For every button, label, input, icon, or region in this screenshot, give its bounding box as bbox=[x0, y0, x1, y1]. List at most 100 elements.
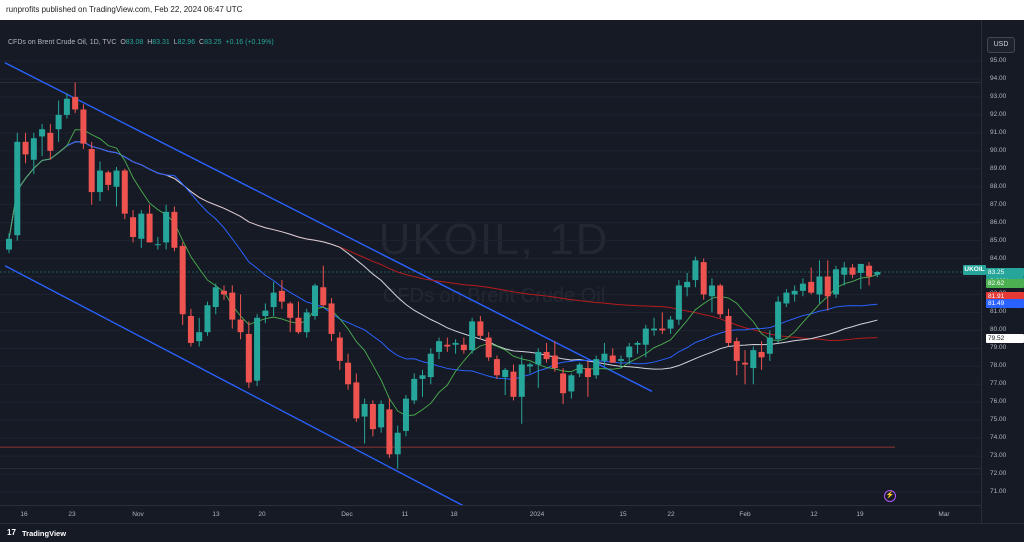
candle-body bbox=[708, 285, 715, 297]
candle-body bbox=[369, 404, 376, 430]
candle-body bbox=[493, 359, 500, 376]
candle-body bbox=[469, 321, 476, 351]
candle-body bbox=[245, 333, 252, 383]
time-axis[interactable]: 16 23 Nov 13 20 Dec 11 18 2024 15 22 Feb 12 19 Mar bbox=[0, 505, 981, 523]
price-badge: 82.62 bbox=[986, 278, 1024, 288]
candle-body bbox=[634, 342, 641, 345]
candle-body bbox=[295, 317, 302, 333]
time-axis-label: 19 bbox=[856, 511, 864, 518]
candle-body bbox=[386, 409, 393, 455]
ma-20-line bbox=[8, 129, 878, 417]
price-axis-label: 88.00 bbox=[990, 182, 1007, 190]
candle-body bbox=[270, 292, 277, 308]
price-axis-label: 73.00 bbox=[990, 452, 1007, 460]
candle-body bbox=[278, 290, 285, 302]
candle-body bbox=[113, 170, 120, 187]
candle-body bbox=[30, 138, 37, 160]
tradingview-logo-text: TradingView bbox=[22, 529, 67, 538]
candle-body bbox=[485, 337, 492, 358]
candle-body bbox=[287, 303, 294, 318]
price-badge: 79.52 bbox=[986, 334, 1024, 344]
symbol-tag: UKOIL bbox=[963, 265, 986, 275]
candle-body bbox=[667, 319, 674, 329]
price-axis-label: 89.00 bbox=[990, 164, 1007, 172]
currency-button[interactable]: USD bbox=[987, 37, 1015, 53]
price-plot[interactable] bbox=[0, 20, 981, 505]
candle-body bbox=[229, 292, 236, 320]
price-axis-label: 74.00 bbox=[990, 434, 1007, 442]
candle-body bbox=[221, 290, 228, 295]
lightning-icon[interactable]: ⚡ bbox=[884, 490, 896, 502]
price-axis-label: 90.00 bbox=[990, 146, 1007, 154]
candle-body bbox=[833, 269, 839, 295]
candle-body bbox=[361, 404, 368, 417]
candle-body bbox=[477, 321, 484, 336]
price-badge: 81.91 bbox=[986, 291, 1024, 301]
price-axis-label: 86.00 bbox=[990, 218, 1007, 226]
legend-ohlc: O83.08 H83.31 L82.96 C83.25 +0.16 (+0.19… bbox=[120, 39, 274, 46]
candle-body bbox=[345, 362, 352, 385]
candle-body bbox=[518, 364, 525, 397]
candle-body bbox=[311, 285, 318, 317]
candle-body bbox=[47, 132, 54, 151]
ma-200-line bbox=[8, 141, 878, 341]
time-axis-label: Mar bbox=[938, 511, 950, 518]
candle-body bbox=[80, 109, 87, 144]
candle-body bbox=[419, 375, 426, 379]
candle-body bbox=[651, 328, 658, 331]
footer-bar: 17 TradingView bbox=[0, 523, 1024, 542]
candle-body bbox=[576, 364, 583, 374]
price-axis-label: 72.00 bbox=[990, 470, 1007, 478]
candle-body bbox=[179, 245, 186, 315]
candle-body bbox=[783, 292, 790, 304]
channel-upper-trendline bbox=[4, 62, 653, 393]
candle-body bbox=[452, 342, 459, 345]
candle-body bbox=[96, 170, 103, 193]
time-axis-label: 11 bbox=[401, 511, 409, 518]
legend-title: CFDs on Brent Crude Oil, 1D, TVC bbox=[8, 39, 117, 46]
time-axis-label: 2024 bbox=[529, 511, 545, 518]
time-axis-label: 15 bbox=[619, 511, 627, 518]
price-badge: 83.25 bbox=[986, 267, 1024, 277]
time-axis-label: 23 bbox=[68, 511, 76, 518]
candle-body bbox=[121, 170, 128, 214]
price-badge: 81.49 bbox=[986, 299, 1024, 309]
candle-body bbox=[336, 337, 343, 361]
price-axis-label: 92.00 bbox=[990, 110, 1007, 118]
candle-body bbox=[237, 319, 244, 333]
candle-body bbox=[551, 355, 558, 369]
symbol-legend[interactable]: CFDs on Brent Crude Oil, 1D, TVC O83.08 … bbox=[8, 39, 274, 46]
candle-body bbox=[436, 341, 443, 352]
candle-body bbox=[212, 287, 219, 308]
candle-body bbox=[593, 359, 600, 376]
price-axis[interactable]: 95.00 94.00 93.00 92.00 91.00 90.00 89.00 88.00… bbox=[981, 20, 1024, 523]
time-axis-label: Feb bbox=[739, 511, 751, 518]
price-axis-label: 95.00 bbox=[990, 57, 1007, 64]
candle-body bbox=[700, 262, 707, 295]
time-axis-label: Nov bbox=[132, 511, 144, 518]
chart-area[interactable]: UKOIL, 1D CFDs on Brent Crude Oil CFDs o… bbox=[0, 20, 1024, 523]
candle-body bbox=[254, 317, 261, 381]
price-axis-label: 76.00 bbox=[990, 398, 1007, 406]
candle-body bbox=[535, 351, 542, 365]
candle-body bbox=[204, 305, 211, 333]
price-axis-label: 80.00 bbox=[990, 326, 1007, 334]
candle-body bbox=[799, 283, 806, 291]
candle-body bbox=[659, 328, 666, 331]
price-axis-label: 77.00 bbox=[990, 380, 1007, 388]
candle-body bbox=[14, 141, 21, 236]
price-axis-label: 79.00 bbox=[990, 344, 1007, 352]
candle-body bbox=[717, 285, 724, 315]
candle-body bbox=[105, 172, 112, 185]
price-axis-label: 87.00 bbox=[990, 200, 1007, 208]
candle-body bbox=[262, 310, 269, 317]
candle-body bbox=[394, 432, 401, 455]
candle-body bbox=[510, 371, 517, 397]
candle-body bbox=[617, 359, 624, 361]
ma-100-line bbox=[8, 141, 878, 370]
candle-body bbox=[626, 346, 633, 358]
candle-body bbox=[88, 148, 95, 193]
time-axis-label: 12 bbox=[810, 511, 818, 518]
price-axis-label: 93.00 bbox=[990, 92, 1007, 100]
candle-body bbox=[303, 312, 310, 333]
